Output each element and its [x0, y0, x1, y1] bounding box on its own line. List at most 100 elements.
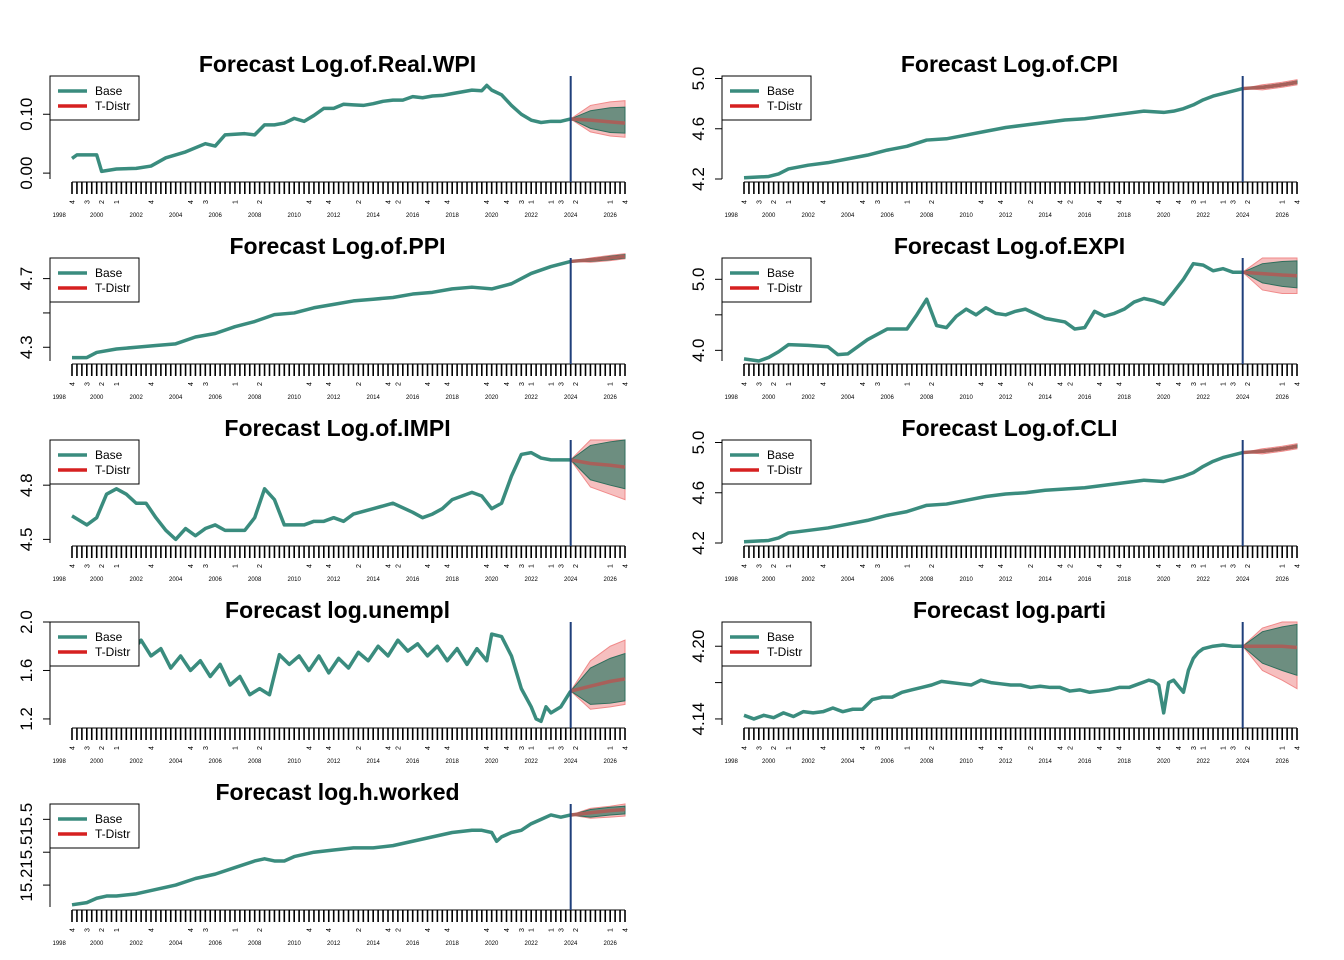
- x-quarter-label: 2: [257, 200, 264, 204]
- x-quarter-label: 3: [558, 746, 565, 750]
- legend-box: [721, 75, 812, 121]
- x-year-label: 2016: [1078, 395, 1092, 401]
- x-quarter-label: 2: [356, 200, 363, 204]
- x-quarter-label: 3: [1191, 382, 1198, 386]
- x-quarter-label: 4: [741, 382, 748, 386]
- x-year-label: 2002: [802, 395, 816, 401]
- x-year-label: 2020: [485, 577, 499, 583]
- x-year-label: 1998: [53, 395, 67, 401]
- tdistr-series-line: [570, 117, 626, 125]
- x-quarter-label: 4: [1117, 382, 1124, 386]
- x-quarter-label: 4: [820, 382, 827, 386]
- y-tick-label: 4.14: [689, 702, 708, 735]
- x-year-label: 2002: [802, 759, 816, 765]
- x-quarter-label: 4: [622, 746, 629, 750]
- x-quarter-label: 4: [820, 200, 827, 204]
- x-quarter-label: 1: [1220, 382, 1227, 386]
- x-quarter-label: 4: [1057, 200, 1064, 204]
- x-quarter-label: 4: [1097, 564, 1104, 568]
- y-tick-label: 0.00: [17, 157, 36, 190]
- x-quarter-label: 3: [1230, 746, 1237, 750]
- x-quarter-label: 4: [1057, 564, 1064, 568]
- x-quarter-label: 3: [875, 564, 882, 568]
- x-quarter-label: 4: [741, 746, 748, 750]
- legend-label-base: Base: [767, 448, 795, 462]
- legend-label-tdistr: T-Distr: [767, 99, 802, 113]
- x-quarter-label: 1: [529, 746, 536, 750]
- x-year-label: 2018: [1118, 395, 1132, 401]
- y-tick-label: 4.2: [689, 531, 708, 555]
- chart-title: Forecast log.parti: [913, 597, 1106, 623]
- x-year-label: 2008: [920, 577, 934, 583]
- x-year-label: 2000: [762, 213, 776, 219]
- chart-title: Forecast Log.of.CLI: [902, 415, 1118, 441]
- x-quarter-label: 2: [771, 746, 778, 750]
- x-year-label: 2002: [130, 395, 144, 401]
- y-tick-label: 15.5: [17, 836, 36, 869]
- x-quarter-label: 4: [504, 746, 511, 750]
- x-year-label: 2020: [1157, 395, 1171, 401]
- y-tick-label: 0.10: [17, 98, 36, 131]
- x-quarter-label: 4: [326, 200, 333, 204]
- x-year-label: 2004: [169, 941, 183, 947]
- x-quarter-label: 4: [860, 746, 867, 750]
- x-quarter-label: 4: [1117, 200, 1124, 204]
- x-year-label: 2024: [564, 577, 578, 583]
- x-year-label: 2004: [169, 577, 183, 583]
- x-year-label: 2016: [406, 395, 420, 401]
- x-quarter-label: 1: [904, 382, 911, 386]
- x-quarter-label: 4: [425, 382, 432, 386]
- x-quarter-label: 3: [84, 928, 91, 932]
- x-quarter-label: 1: [529, 382, 536, 386]
- x-quarter-label: 3: [1191, 564, 1198, 568]
- x-quarter-label: 3: [84, 564, 91, 568]
- x-quarter-label: 1: [232, 564, 239, 568]
- x-quarter-label: 3: [519, 928, 526, 932]
- x-quarter-label: 4: [484, 382, 491, 386]
- x-quarter-label: 4: [385, 382, 392, 386]
- x-quarter-label: 4: [1117, 564, 1124, 568]
- x-quarter-label: 4: [1156, 382, 1163, 386]
- x-quarter-label: 1: [1280, 382, 1287, 386]
- x-quarter-label: 1: [608, 382, 615, 386]
- x-year-label: 1998: [53, 577, 67, 583]
- y-tick-label: 4.20: [689, 630, 708, 663]
- x-quarter-label: 4: [306, 200, 313, 204]
- x-year-label: 2012: [327, 941, 341, 947]
- legend-label-base: Base: [767, 630, 795, 644]
- x-quarter-label: 1: [232, 746, 239, 750]
- base-series-line: [71, 813, 572, 907]
- x-year-label: 2002: [802, 213, 816, 219]
- x-quarter-label: 4: [978, 564, 985, 568]
- x-year-label: 2006: [209, 759, 223, 765]
- x-year-label: 2014: [367, 577, 381, 583]
- x-year-label: 2002: [130, 577, 144, 583]
- x-quarter-label: 2: [1028, 382, 1035, 386]
- x-quarter-label: 4: [188, 564, 195, 568]
- y-tick-label: 4.6: [689, 481, 708, 505]
- x-quarter-label: 4: [860, 564, 867, 568]
- x-year-label: 2020: [1157, 577, 1171, 583]
- x-quarter-label: 4: [385, 928, 392, 932]
- x-year-label: 2026: [604, 941, 618, 947]
- x-quarter-label: 3: [558, 200, 565, 204]
- x-quarter-label: 4: [425, 928, 432, 932]
- x-quarter-label: 1: [1220, 564, 1227, 568]
- x-year-label: 2000: [90, 759, 104, 765]
- base-series-line: [743, 261, 1243, 363]
- x-quarter-label: 1: [608, 200, 615, 204]
- x-quarter-label: 4: [860, 200, 867, 204]
- x-quarter-label: 2: [395, 564, 402, 568]
- x-year-label: 2008: [920, 213, 934, 219]
- x-year-label: 2024: [1236, 395, 1250, 401]
- x-year-label: 2022: [1197, 577, 1211, 583]
- x-year-label: 2018: [1118, 759, 1132, 765]
- chart-title: Forecast Log.of.PPI: [230, 233, 446, 259]
- x-quarter-label: 2: [1245, 200, 1252, 204]
- x-quarter-label: 1: [904, 200, 911, 204]
